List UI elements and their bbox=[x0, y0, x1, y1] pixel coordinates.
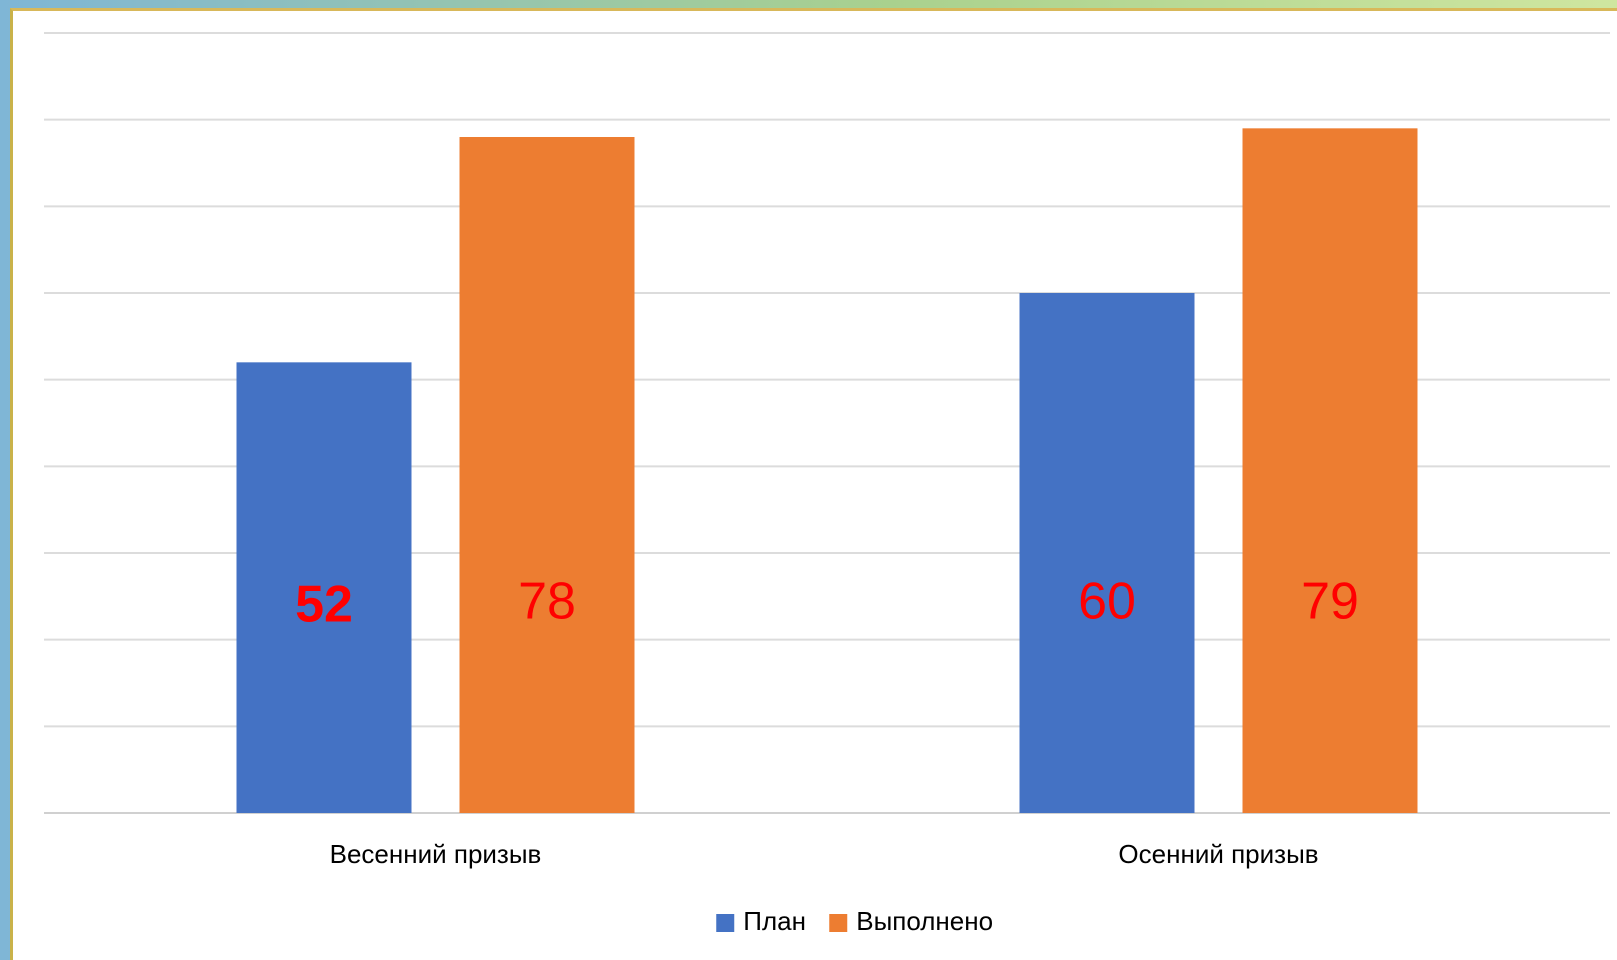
category-label: Осенний призыв bbox=[1118, 839, 1318, 869]
data-label: 79 bbox=[1301, 573, 1359, 631]
bars bbox=[236, 128, 1418, 814]
data-label: 78 bbox=[518, 573, 576, 631]
bar-1-1 bbox=[236, 362, 412, 813]
legend: План Выполнено bbox=[716, 906, 993, 936]
legend-label: План bbox=[743, 906, 806, 936]
legend-swatch bbox=[829, 914, 848, 932]
bar-1-2 bbox=[459, 137, 635, 813]
data-label: 60 bbox=[1078, 573, 1136, 631]
bar-2-1 bbox=[1019, 293, 1195, 813]
category-label: Весенний призыв bbox=[330, 839, 542, 869]
legend-swatch bbox=[716, 914, 735, 932]
data-label: 52 bbox=[295, 576, 353, 634]
data-labels: 52 78 60 79 bbox=[295, 573, 1359, 634]
bar-2-2 bbox=[1242, 128, 1418, 814]
category-labels: Весенний призыв Осенний призыв bbox=[330, 839, 1319, 869]
legend-label: Выполнено bbox=[856, 906, 993, 936]
